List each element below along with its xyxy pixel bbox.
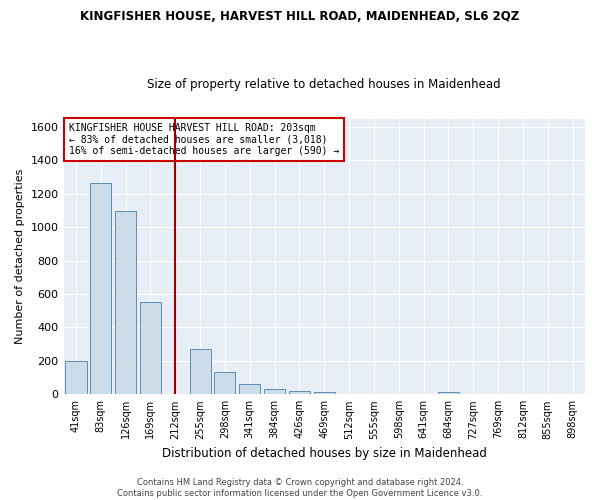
Bar [438, 392, 459, 394]
Text: KINGFISHER HOUSE, HARVEST HILL ROAD, MAIDENHEAD, SL6 2QZ: KINGFISHER HOUSE, HARVEST HILL ROAD, MAI… [80, 10, 520, 23]
Title: Size of property relative to detached houses in Maidenhead: Size of property relative to detached ho… [148, 78, 501, 91]
X-axis label: Distribution of detached houses by size in Maidenhead: Distribution of detached houses by size … [162, 447, 487, 460]
Bar [314, 392, 335, 394]
Bar [214, 372, 235, 394]
Bar [289, 392, 310, 394]
Y-axis label: Number of detached properties: Number of detached properties [15, 168, 25, 344]
Bar [239, 384, 260, 394]
Bar [65, 362, 86, 394]
Bar [264, 389, 285, 394]
Bar [190, 349, 211, 395]
Text: Contains HM Land Registry data © Crown copyright and database right 2024.
Contai: Contains HM Land Registry data © Crown c… [118, 478, 482, 498]
Bar [140, 302, 161, 394]
Bar [115, 212, 136, 394]
Bar [90, 183, 112, 394]
Text: KINGFISHER HOUSE HARVEST HILL ROAD: 203sqm
← 83% of detached houses are smaller : KINGFISHER HOUSE HARVEST HILL ROAD: 203s… [69, 122, 339, 156]
